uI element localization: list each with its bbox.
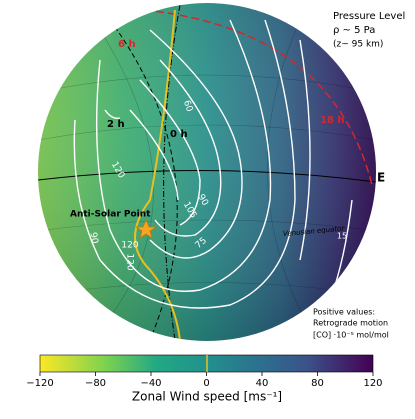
annotation: [CO] ·10⁻⁵ mol/mol <box>313 331 389 340</box>
annotation: 120 <box>125 253 135 270</box>
x-tick-label: 0 <box>203 378 209 389</box>
annotation: Retrograde motion <box>313 319 388 328</box>
annotation: 2 h <box>107 119 125 130</box>
annotation: Pressure Level <box>333 11 405 22</box>
colorbar <box>39 354 374 373</box>
annotation: 6 h <box>118 39 136 50</box>
annotation: 90 <box>88 232 100 245</box>
x-tick-label: 120 <box>363 378 382 389</box>
x-tick-label: −80 <box>85 378 106 389</box>
annotation: (z~ 95 km) <box>333 40 383 50</box>
anti-solar-star <box>134 218 158 239</box>
anti-solar-label: Anti-Solar Point <box>70 210 151 220</box>
annotation: Positive values: <box>313 308 375 317</box>
annotation: 18 h <box>320 115 345 126</box>
x-tick-label: −120 <box>26 378 53 389</box>
colorbar-label: Zonal Wind speed [ms⁻¹] <box>132 390 282 404</box>
annotation: 60 <box>181 99 194 113</box>
annotation: E <box>377 171 385 185</box>
x-tick-label: 40 <box>256 378 269 389</box>
annotation: 15 <box>337 232 347 241</box>
x-tick-label: −40 <box>140 378 161 389</box>
annotation: 120 <box>121 241 138 251</box>
globe <box>38 3 376 341</box>
annotation: 0 h <box>170 129 188 140</box>
x-tick-label: 80 <box>311 378 324 389</box>
annotation: ρ ~ 5 Pa <box>333 25 375 36</box>
